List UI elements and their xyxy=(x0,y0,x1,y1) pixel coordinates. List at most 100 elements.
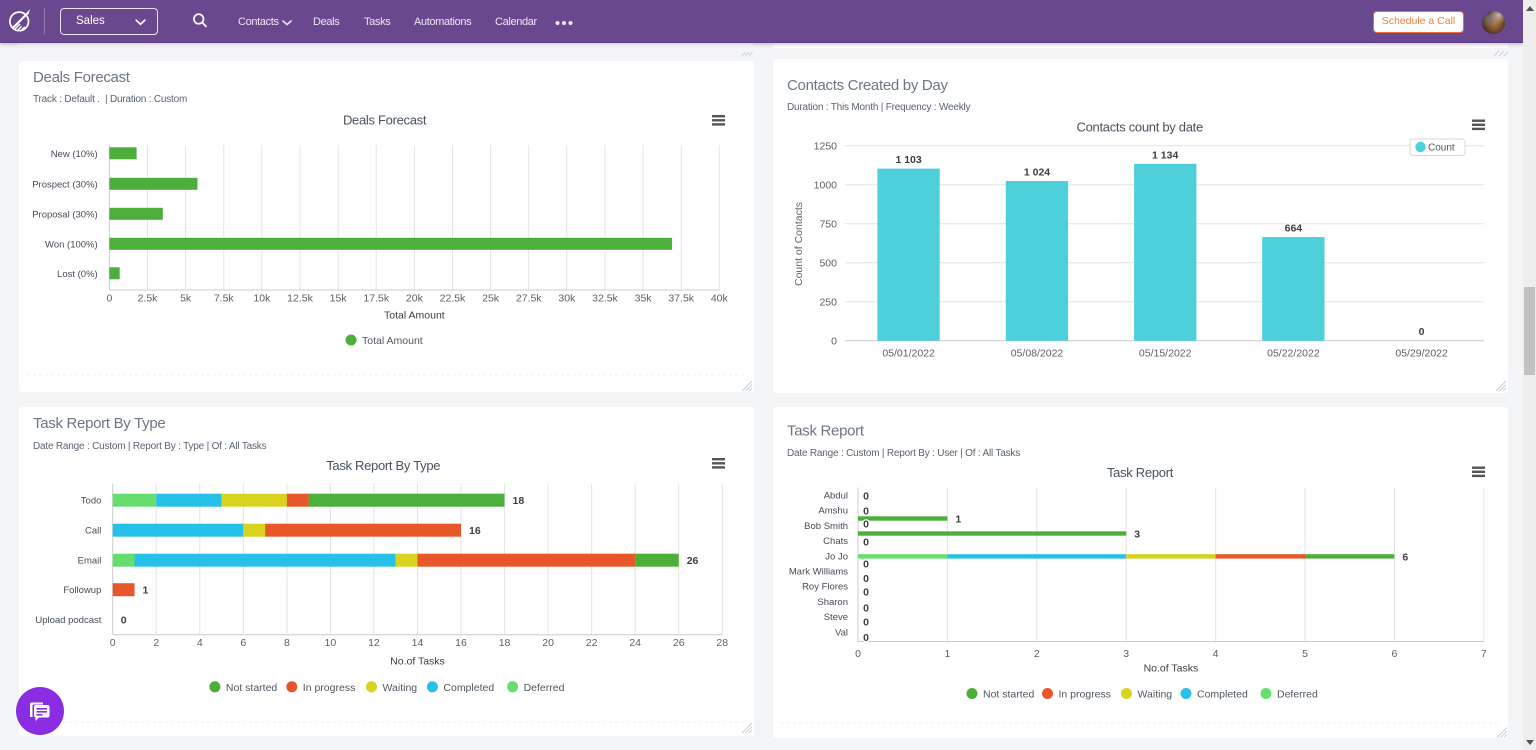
svg-text:27.5k: 27.5k xyxy=(516,293,542,305)
svg-text:Total Amount: Total Amount xyxy=(384,310,445,322)
svg-text:2: 2 xyxy=(153,637,159,649)
svg-text:05/15/2022: 05/15/2022 xyxy=(1139,348,1192,360)
svg-text:12.5k: 12.5k xyxy=(287,293,313,305)
svg-text:Waiting: Waiting xyxy=(1138,688,1173,700)
svg-text:Date Range : Custom | Report B: Date Range : Custom | Report By : Type |… xyxy=(33,441,267,452)
svg-text:0: 0 xyxy=(863,632,869,644)
svg-text:05/29/2022: 05/29/2022 xyxy=(1395,348,1448,360)
svg-text:05/01/2022: 05/01/2022 xyxy=(882,348,935,360)
svg-text:Count of Contacts: Count of Contacts xyxy=(793,202,805,286)
svg-text:Task Report By Type: Task Report By Type xyxy=(33,415,165,432)
svg-text:Contacts count by date: Contacts count by date xyxy=(1077,120,1203,135)
svg-text:Task Report: Task Report xyxy=(1107,465,1174,480)
svg-text:Deferred: Deferred xyxy=(524,681,565,693)
svg-text:1: 1 xyxy=(955,513,961,525)
svg-text:6: 6 xyxy=(240,637,246,649)
svg-text:Deals Forecast: Deals Forecast xyxy=(343,113,427,128)
svg-text:5: 5 xyxy=(1302,648,1308,660)
svg-text:1 134: 1 134 xyxy=(1152,149,1178,161)
svg-text:664: 664 xyxy=(1285,223,1303,235)
svg-text:05/22/2022: 05/22/2022 xyxy=(1267,348,1320,360)
svg-text:Email: Email xyxy=(78,555,102,566)
svg-text:Deals Forecast: Deals Forecast xyxy=(33,69,131,86)
svg-text:Count: Count xyxy=(1428,143,1455,154)
svg-text:14: 14 xyxy=(412,637,424,649)
svg-text:0: 0 xyxy=(863,536,869,548)
svg-text:25k: 25k xyxy=(482,293,500,305)
svg-text:12: 12 xyxy=(368,637,380,649)
svg-text:16: 16 xyxy=(469,525,481,537)
svg-text:18: 18 xyxy=(513,495,525,507)
svg-text:26: 26 xyxy=(673,637,685,649)
svg-text:Bob Smith: Bob Smith xyxy=(804,520,848,531)
svg-text:Sharon: Sharon xyxy=(817,596,848,607)
svg-text:8: 8 xyxy=(284,637,290,649)
svg-text:0: 0 xyxy=(1419,326,1425,338)
svg-text:16: 16 xyxy=(455,637,467,649)
svg-text:26: 26 xyxy=(687,555,699,567)
svg-text:3: 3 xyxy=(1134,528,1140,540)
svg-text:No.of Tasks: No.of Tasks xyxy=(390,655,445,667)
svg-text:35k: 35k xyxy=(635,293,653,305)
svg-text:4: 4 xyxy=(1213,648,1219,660)
svg-text:18: 18 xyxy=(499,637,511,649)
svg-text:Todo: Todo xyxy=(81,495,102,506)
svg-text:Completed: Completed xyxy=(443,681,494,693)
svg-text:1250: 1250 xyxy=(814,140,838,152)
svg-text:7: 7 xyxy=(1481,648,1487,660)
svg-text:4: 4 xyxy=(197,637,203,649)
svg-text:0: 0 xyxy=(863,518,869,530)
svg-text:40k: 40k xyxy=(711,293,729,305)
svg-text:Val: Val xyxy=(835,627,848,638)
svg-text:1: 1 xyxy=(142,584,148,596)
svg-text:0: 0 xyxy=(855,648,861,660)
svg-text:Followup: Followup xyxy=(63,585,101,596)
svg-text:Abdul: Abdul xyxy=(824,490,848,501)
svg-text:0: 0 xyxy=(121,614,127,626)
svg-text:0: 0 xyxy=(863,490,869,502)
svg-text:Jo Jo: Jo Jo xyxy=(825,551,848,562)
svg-text:22.5k: 22.5k xyxy=(440,293,466,305)
svg-text:1 024: 1 024 xyxy=(1024,166,1050,178)
svg-text:0: 0 xyxy=(863,558,869,570)
svg-text:32.5k: 32.5k xyxy=(592,293,618,305)
svg-text:Completed: Completed xyxy=(1197,688,1248,700)
svg-text:10k: 10k xyxy=(253,293,271,305)
svg-text:Track : Default . | Duration: Track : Default . | Duration : Custom xyxy=(33,94,187,105)
svg-text:Won (100%): Won (100%) xyxy=(45,239,98,250)
svg-text:37.5k: 37.5k xyxy=(668,293,694,305)
svg-text:0: 0 xyxy=(863,602,869,614)
svg-text:Date Range : Custom | Report B: Date Range : Custom | Report By : User |… xyxy=(787,448,1020,459)
svg-text:0: 0 xyxy=(863,616,869,628)
svg-text:Task Report By Type: Task Report By Type xyxy=(326,458,440,473)
svg-text:Lost (0%): Lost (0%) xyxy=(57,269,98,280)
svg-text:Not started: Not started xyxy=(983,688,1035,700)
svg-text:In progress: In progress xyxy=(1059,688,1112,700)
svg-text:2: 2 xyxy=(1034,648,1040,660)
svg-text:Proposal (30%): Proposal (30%) xyxy=(32,209,97,220)
svg-text:1 103: 1 103 xyxy=(895,154,921,166)
svg-text:Not started: Not started xyxy=(226,681,278,693)
svg-text:Waiting: Waiting xyxy=(383,681,418,693)
svg-text:Task Report: Task Report xyxy=(787,422,865,439)
svg-text:Deferred: Deferred xyxy=(1277,688,1318,700)
svg-text:0: 0 xyxy=(863,586,869,598)
svg-text:6: 6 xyxy=(1391,648,1397,660)
svg-text:Contacts Created by Day: Contacts Created by Day xyxy=(787,77,948,94)
svg-text:0: 0 xyxy=(863,505,869,517)
svg-text:2.5k: 2.5k xyxy=(138,293,159,305)
svg-text:28: 28 xyxy=(716,637,728,649)
svg-text:0: 0 xyxy=(110,637,116,649)
svg-text:30k: 30k xyxy=(558,293,576,305)
svg-text:15k: 15k xyxy=(330,293,348,305)
svg-text:Amshu: Amshu xyxy=(818,505,848,516)
svg-text:10: 10 xyxy=(325,637,337,649)
svg-text:Total Amount: Total Amount xyxy=(362,335,423,347)
svg-text:05/08/2022: 05/08/2022 xyxy=(1011,348,1064,360)
svg-text:0: 0 xyxy=(831,335,837,347)
svg-text:750: 750 xyxy=(819,218,837,230)
svg-text:New (10%): New (10%) xyxy=(51,149,98,160)
svg-text:1: 1 xyxy=(944,648,950,660)
svg-text:1000: 1000 xyxy=(814,179,838,191)
svg-text:250: 250 xyxy=(819,296,837,308)
